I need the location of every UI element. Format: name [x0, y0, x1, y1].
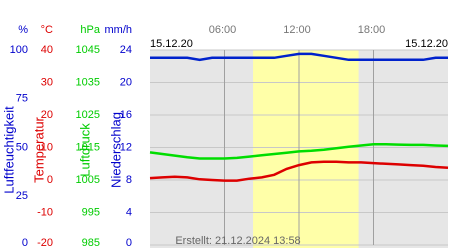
- date-left: 15.12.20: [150, 38, 193, 50]
- series-line: [150, 52, 448, 62]
- chart-layer: [149, 49, 449, 248]
- axis-title: Temperatur: [31, 116, 46, 182]
- y-tick-label: 75: [16, 93, 28, 105]
- x-tick-label: 06:00: [209, 24, 237, 36]
- axis-unit: mm/h: [105, 24, 133, 36]
- y-tick-label: 30: [41, 76, 53, 88]
- axis-title: Luftfeuchtigkeit: [1, 106, 16, 194]
- series-line: [149, 143, 449, 160]
- series-line: [149, 160, 449, 182]
- y-tick-label: 20: [120, 76, 132, 88]
- y-tick-label: 100: [10, 44, 28, 56]
- y-tick-label: 24: [120, 44, 132, 56]
- y-tick-label: 0: [126, 237, 132, 249]
- axis-title: Niederschlag: [108, 112, 123, 188]
- daylight-band: [253, 50, 359, 248]
- axis-unit: °C: [41, 24, 53, 36]
- y-tick-label: 1045: [76, 44, 100, 56]
- y-tick-label: 25: [16, 190, 28, 202]
- y-tick-label: 1005: [76, 174, 100, 186]
- axis-unit: %: [18, 24, 28, 36]
- y-tick-label: 10: [41, 141, 53, 153]
- y-tick-label: 1035: [76, 76, 100, 88]
- x-tick-label: 18:00: [358, 24, 386, 36]
- y-tick-label: 0: [47, 174, 53, 186]
- y-tick-label: 995: [82, 206, 100, 218]
- y-tick-label: 8: [126, 174, 132, 186]
- axis-unit: hPa: [80, 24, 100, 36]
- y-tick-label: 40: [41, 44, 53, 56]
- y-tick-label: 16: [120, 109, 132, 121]
- y-tick-label: 1025: [76, 109, 100, 121]
- y-tick-label: 12: [120, 141, 132, 153]
- y-tick-label: 20: [41, 109, 53, 121]
- y-tick-label: 4: [126, 206, 132, 218]
- axis-title: Luftdruck: [77, 123, 92, 177]
- y-tick-label: 0: [22, 237, 28, 249]
- footer: Erstellt: 21.12.2024 13:58: [175, 235, 300, 247]
- y-tick-label: -10: [37, 206, 53, 218]
- y-tick-label: -20: [37, 237, 53, 249]
- y-tick-label: 1015: [76, 141, 100, 153]
- date-right: 15.12.20: [405, 38, 448, 50]
- x-tick-label: 12:00: [283, 24, 311, 36]
- y-tick-label: 50: [16, 141, 28, 153]
- y-tick-label: 985: [82, 237, 100, 249]
